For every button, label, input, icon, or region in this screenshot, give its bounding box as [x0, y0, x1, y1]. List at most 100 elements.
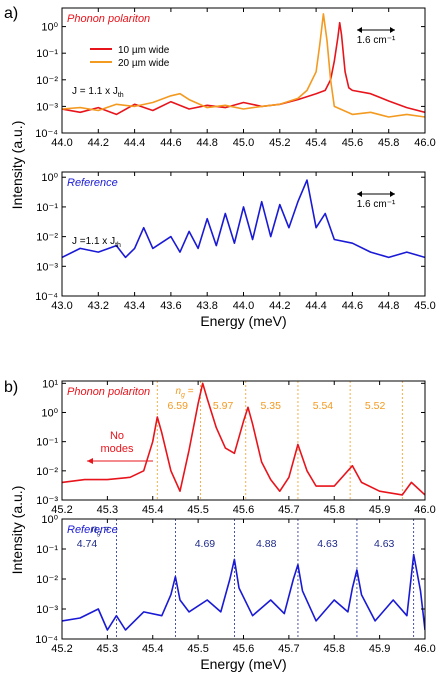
x-tick-label: 45.9: [369, 643, 390, 655]
x-tick-label: 44.0: [233, 300, 254, 312]
x-tick-label: 45.5: [187, 643, 208, 655]
x-tick-label: 45.0: [414, 300, 435, 312]
annotation-current-sub: th: [115, 242, 121, 249]
y-tick-label: 10⁻³: [36, 604, 58, 616]
x-tick-label: 45.9: [369, 504, 390, 516]
x-tick-label: 45.3: [97, 504, 118, 516]
legend-label: 10 µm wide: [118, 45, 170, 56]
x-tick-label: 44.0: [51, 137, 72, 149]
ng-label: ng =: [91, 524, 109, 537]
x-tick-label: 44.8: [196, 137, 217, 149]
annotation-title: Phonon polariton: [67, 13, 150, 25]
y-tick-label: 10⁻²: [36, 574, 58, 586]
x-tick-label: 43.8: [196, 300, 217, 312]
y-tick-label: 10⁻¹: [36, 48, 58, 60]
x-tick-label: 45.6: [342, 137, 363, 149]
series-line-1: [62, 179, 425, 259]
annotation-current: J =1.1 x Jth: [72, 236, 121, 249]
y-tick-label: 10⁰: [41, 22, 58, 34]
x-tick-label: 44.6: [342, 300, 363, 312]
no-modes-line1: No: [110, 430, 124, 442]
y-tick-label: 10⁻³: [36, 261, 58, 273]
y-axis-label-b: Intensity (a.u.): [9, 486, 25, 575]
ng-value: 4.69: [195, 538, 216, 550]
panel-label-a: a): [4, 5, 18, 22]
ng-value: 6.59: [167, 400, 188, 412]
y-tick-label: 10⁻⁴: [35, 634, 58, 646]
y-tick-label: 10⁻²: [36, 232, 58, 244]
ng-label-suffix: =: [101, 524, 110, 535]
y-tick-label: 10¹: [42, 378, 58, 390]
y-tick-label: 10⁻⁴: [35, 128, 58, 140]
y-tick-label: 10⁰: [41, 172, 58, 184]
series-line-1: [62, 21, 425, 116]
x-tick-label: 45.7: [278, 504, 299, 516]
y-tick-label: 10⁰: [41, 407, 58, 419]
plot-frame: [61, 171, 426, 297]
ng-value: 4.63: [374, 538, 395, 550]
chart-a-top: 44.0 44.2 44.4 44.6 44.8 45.0 45.2 45.4 45.6 45.8…: [35, 7, 436, 149]
chart-b-bottom: 45.2 45.3 45.4 45.5 45.6 45.7 45.8 45.9 46.0 10⁻⁴…: [35, 514, 435, 672]
x-tick-label: 45.2: [269, 137, 290, 149]
chart-a-bottom: 43.0 43.2 43.4 43.6 43.8 44.0 44.2 44.4 44.6 44.8…: [35, 171, 436, 329]
series-line-1: [62, 553, 425, 631]
x-tick-label: 45.4: [305, 137, 326, 149]
ng-label: ng =: [175, 386, 193, 399]
chart-b-top: 45.2 45.3 45.4 45.5 45.6 45.7 45.8 45.9 46.0 10⁻³…: [36, 378, 435, 516]
ng-label-sub: g: [97, 530, 101, 537]
annotation-current-sub: th: [118, 92, 124, 99]
ng-value: 5.35: [261, 400, 282, 412]
scale-bar-label: 1.6 cm⁻¹: [357, 199, 396, 210]
no-modes-arrowhead: [87, 458, 93, 464]
x-tick-label: 43.2: [88, 300, 109, 312]
annotation-current: J = 1.1 x Jth: [72, 86, 124, 99]
x-tick-label: 45.4: [142, 504, 163, 516]
series-line-2: [62, 13, 425, 118]
ng-value: 4.88: [256, 538, 277, 550]
annotation-title: Reference: [67, 177, 118, 189]
x-tick-label: 45.5: [187, 504, 208, 516]
ng-value: 4.63: [317, 538, 338, 550]
y-tick-label: 10⁻¹: [36, 437, 58, 449]
x-tick-label: 44.2: [269, 300, 290, 312]
y-tick-label: 10⁻³: [36, 495, 58, 507]
legend-label: 20 µm wide: [118, 58, 170, 69]
plots: 44.0 44.2 44.4 44.6 44.8 45.0 45.2 45.4 45.6 45.8…: [35, 7, 436, 672]
x-tick-label: 43.6: [160, 300, 181, 312]
x-tick-label: 44.6: [160, 137, 181, 149]
x-axis-label: Energy (meV): [200, 656, 286, 672]
x-tick-label: 45.6: [233, 504, 254, 516]
x-tick-label: 43.0: [51, 300, 72, 312]
annotation-title: Phonon polariton: [67, 386, 150, 398]
y-axis-label-a: Intensity (a.u.): [9, 121, 25, 210]
x-tick-label: 45.2: [51, 504, 72, 516]
ng-value: 5.97: [213, 400, 234, 412]
x-tick-label: 45.2: [51, 643, 72, 655]
x-tick-label: 43.4: [124, 300, 145, 312]
y-tick-label: 10⁰: [41, 514, 58, 526]
x-tick-label: 46.0: [414, 643, 435, 655]
y-tick-label: 10⁻²: [36, 75, 58, 87]
ng-value: 5.52: [365, 400, 386, 412]
series-line-1: [62, 382, 425, 496]
x-tick-label: 45.8: [378, 137, 399, 149]
y-tick-label: 10⁻²: [36, 466, 58, 478]
no-modes-line2: modes: [100, 443, 134, 455]
x-tick-label: 45.8: [324, 504, 345, 516]
panel-label-b: b): [4, 379, 18, 396]
ng-value: 5.54: [313, 400, 334, 412]
y-tick-label: 10⁻¹: [36, 202, 58, 214]
x-axis-label: Energy (meV): [200, 313, 286, 329]
x-tick-label: 44.4: [305, 300, 326, 312]
ng-label-suffix: =: [185, 386, 194, 397]
x-tick-label: 44.4: [124, 137, 145, 149]
x-tick-label: 45.4: [142, 643, 163, 655]
x-tick-label: 45.8: [324, 643, 345, 655]
x-tick-label: 45.6: [233, 643, 254, 655]
scale-bar-label: 1.6 cm⁻¹: [357, 35, 396, 46]
x-tick-label: 46.0: [414, 137, 435, 149]
x-tick-label: 45.7: [278, 643, 299, 655]
y-tick-label: 10⁻⁴: [35, 291, 58, 303]
x-tick-label: 44.2: [88, 137, 109, 149]
